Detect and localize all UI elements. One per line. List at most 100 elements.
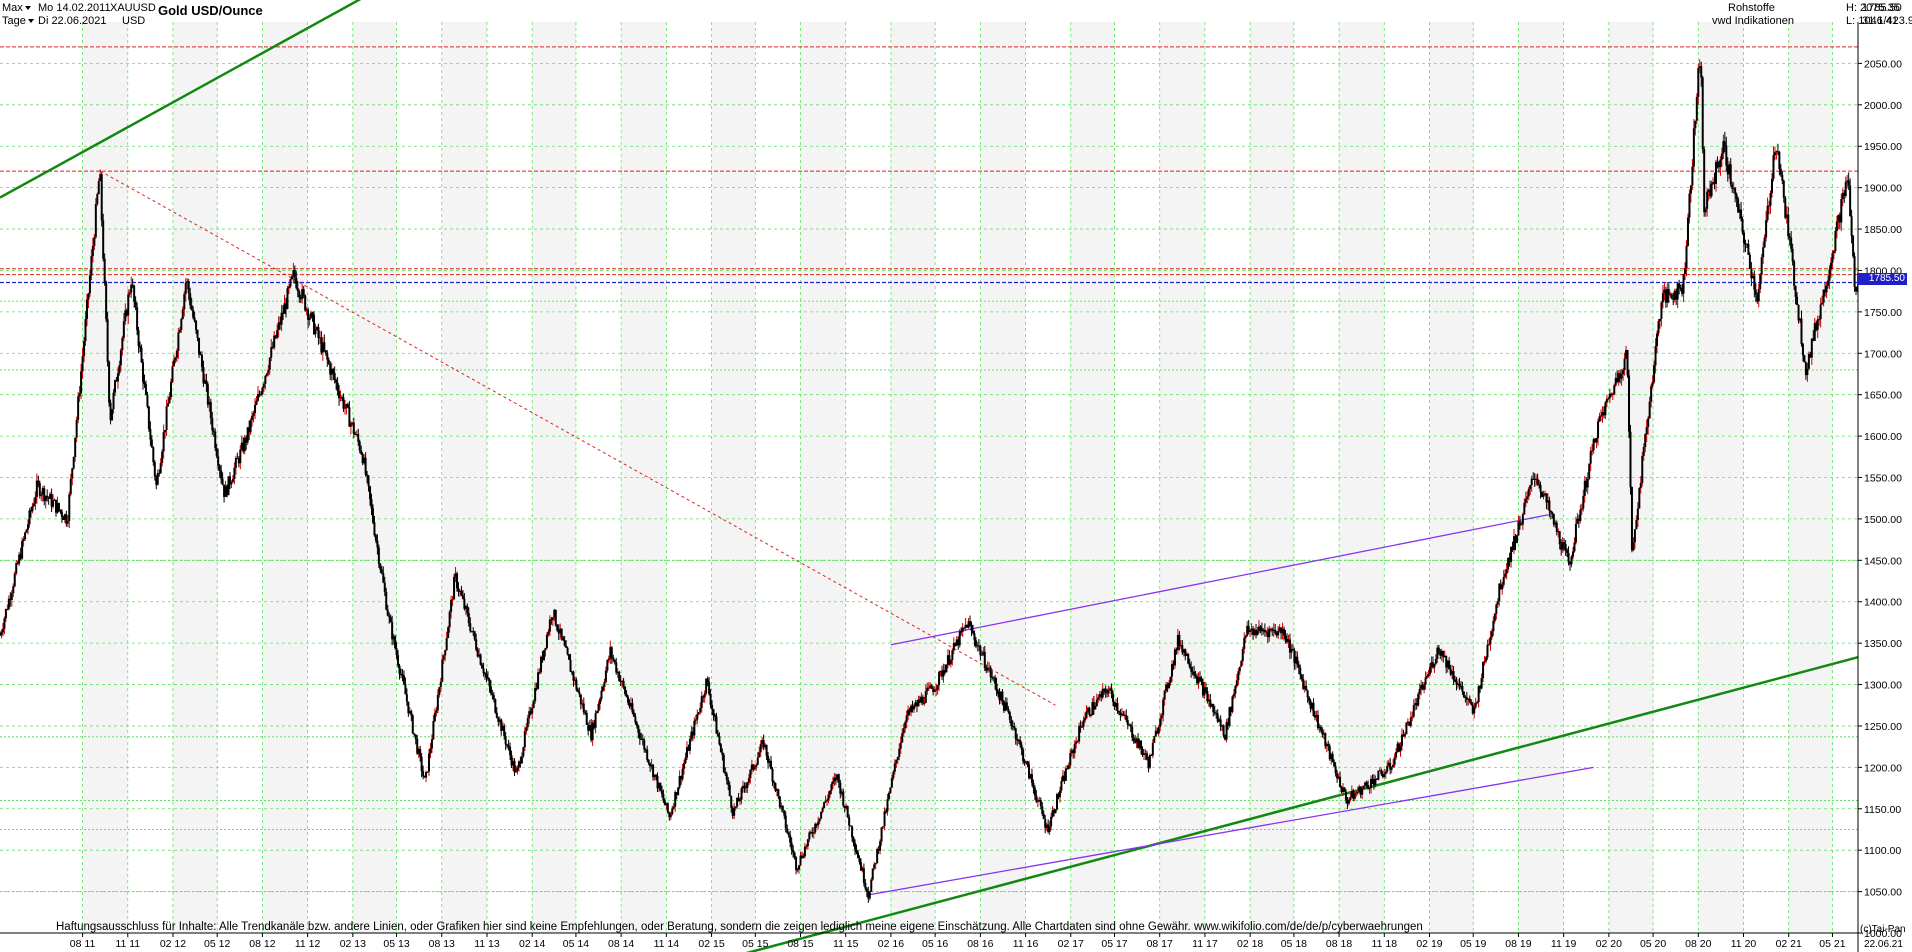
candle-body xyxy=(392,636,395,640)
candle-body xyxy=(284,303,287,309)
candle-body xyxy=(1642,447,1645,456)
candle-body xyxy=(833,777,836,782)
candle-body xyxy=(1219,719,1222,727)
candle-body xyxy=(967,621,970,628)
x-tick-label: 11 13 xyxy=(474,938,500,950)
candle-body xyxy=(1771,178,1774,193)
candle-body xyxy=(775,789,778,791)
candle-body xyxy=(12,586,15,594)
period-selector[interactable]: Max xyxy=(2,2,31,15)
candle-body xyxy=(896,756,899,761)
candle-body xyxy=(553,609,556,618)
candle-body xyxy=(1240,661,1243,667)
candle-body xyxy=(215,448,218,457)
candle-body xyxy=(343,407,346,409)
x-tick-label: 11 15 xyxy=(833,938,859,950)
candle-body xyxy=(1421,684,1424,690)
candle-body xyxy=(1265,631,1268,633)
candle-body xyxy=(1691,166,1694,186)
candle-body xyxy=(501,725,504,731)
candle-body xyxy=(112,392,115,410)
candle-body xyxy=(1629,431,1632,488)
candle-body xyxy=(1176,634,1179,650)
candle-body xyxy=(1355,792,1358,794)
candle-body xyxy=(1423,684,1426,690)
candle-body xyxy=(44,495,47,501)
candle-body xyxy=(383,582,386,592)
candle-body xyxy=(700,696,703,708)
candle-body xyxy=(1284,635,1287,639)
candle-body xyxy=(1057,794,1060,798)
candle-body xyxy=(367,475,370,487)
candle-body xyxy=(1672,298,1675,300)
candle-body xyxy=(497,717,500,722)
candle-body xyxy=(382,573,385,583)
candle-body xyxy=(1375,778,1378,780)
candle-body xyxy=(1541,491,1544,497)
candle-body xyxy=(503,725,506,737)
y-tick-label: 1600.00 xyxy=(1864,431,1902,443)
candle-body xyxy=(106,319,109,362)
candle-body xyxy=(310,312,313,318)
candle-body xyxy=(122,321,125,338)
candle-body xyxy=(1082,720,1085,727)
candle-body xyxy=(249,420,252,433)
candle-body xyxy=(1532,478,1535,480)
candle-body xyxy=(1228,707,1231,726)
candle-body xyxy=(882,826,885,828)
candle-body xyxy=(236,458,239,460)
candle-body xyxy=(1479,686,1482,689)
candle-body xyxy=(1179,644,1182,646)
candle-body xyxy=(128,292,131,295)
candle-body xyxy=(1549,510,1552,513)
candle-body xyxy=(1480,678,1483,689)
candle-body xyxy=(96,194,99,205)
candle-body xyxy=(1832,251,1835,254)
candle-body xyxy=(887,792,890,800)
symbol: XAUUSD xyxy=(110,2,156,14)
candle-body xyxy=(1613,385,1616,395)
candle-body xyxy=(267,369,270,374)
candle-body xyxy=(1091,702,1094,715)
candle-body xyxy=(826,800,829,802)
candle-body xyxy=(314,329,317,335)
candle-body xyxy=(675,792,678,796)
candle-body xyxy=(1022,749,1025,762)
candle-body xyxy=(824,801,827,803)
interval-selector[interactable]: Tage xyxy=(2,15,34,28)
candle-body xyxy=(565,645,568,648)
candle-body xyxy=(1601,411,1604,416)
candle-body xyxy=(1583,480,1586,496)
candle-body xyxy=(509,746,512,756)
x-tick-label: 05 18 xyxy=(1281,938,1307,950)
candle-body xyxy=(883,811,886,827)
candle-body xyxy=(1041,806,1044,814)
candle-body xyxy=(214,431,217,449)
candle-body xyxy=(71,468,74,479)
candle-body xyxy=(1716,161,1719,166)
candle-body xyxy=(488,679,491,687)
candle-body xyxy=(743,785,746,788)
candle-body xyxy=(831,781,834,785)
candle-body xyxy=(1538,483,1541,486)
candle-body xyxy=(63,514,66,521)
candle-body xyxy=(498,719,501,722)
candle-body xyxy=(1448,660,1451,670)
candle-body xyxy=(357,434,360,442)
candle-body xyxy=(1686,217,1689,246)
candle-body xyxy=(1656,333,1659,346)
candle-body xyxy=(90,256,93,276)
candle-body xyxy=(627,696,630,703)
y-tick-label: 1050.00 xyxy=(1864,887,1902,899)
candle-body xyxy=(41,488,44,495)
candle-body xyxy=(342,397,345,409)
candle-body xyxy=(742,785,745,789)
candle-body xyxy=(1722,141,1725,154)
candle-body xyxy=(379,564,382,570)
candle-body xyxy=(859,862,862,871)
candle-body xyxy=(1380,770,1383,775)
candle-body xyxy=(1188,663,1191,668)
x-tick-label: 11 16 xyxy=(1013,938,1039,950)
candle-body xyxy=(1776,151,1779,153)
candle-body xyxy=(904,722,907,729)
